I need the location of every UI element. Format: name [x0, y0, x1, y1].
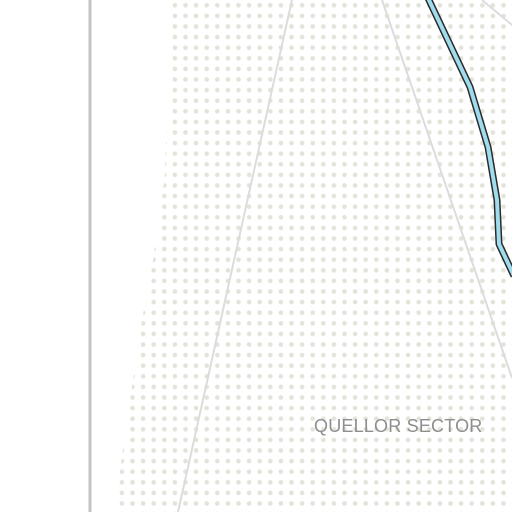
sector-lane-line	[381, 0, 512, 379]
sector-region	[114, 0, 512, 512]
sector-label[interactable]: QUELLOR SECTOR	[314, 416, 483, 436]
sector-lane-line	[177, 0, 293, 512]
hyperspace-route[interactable]	[426, 0, 512, 277]
sector-lane-line	[481, 0, 512, 26]
